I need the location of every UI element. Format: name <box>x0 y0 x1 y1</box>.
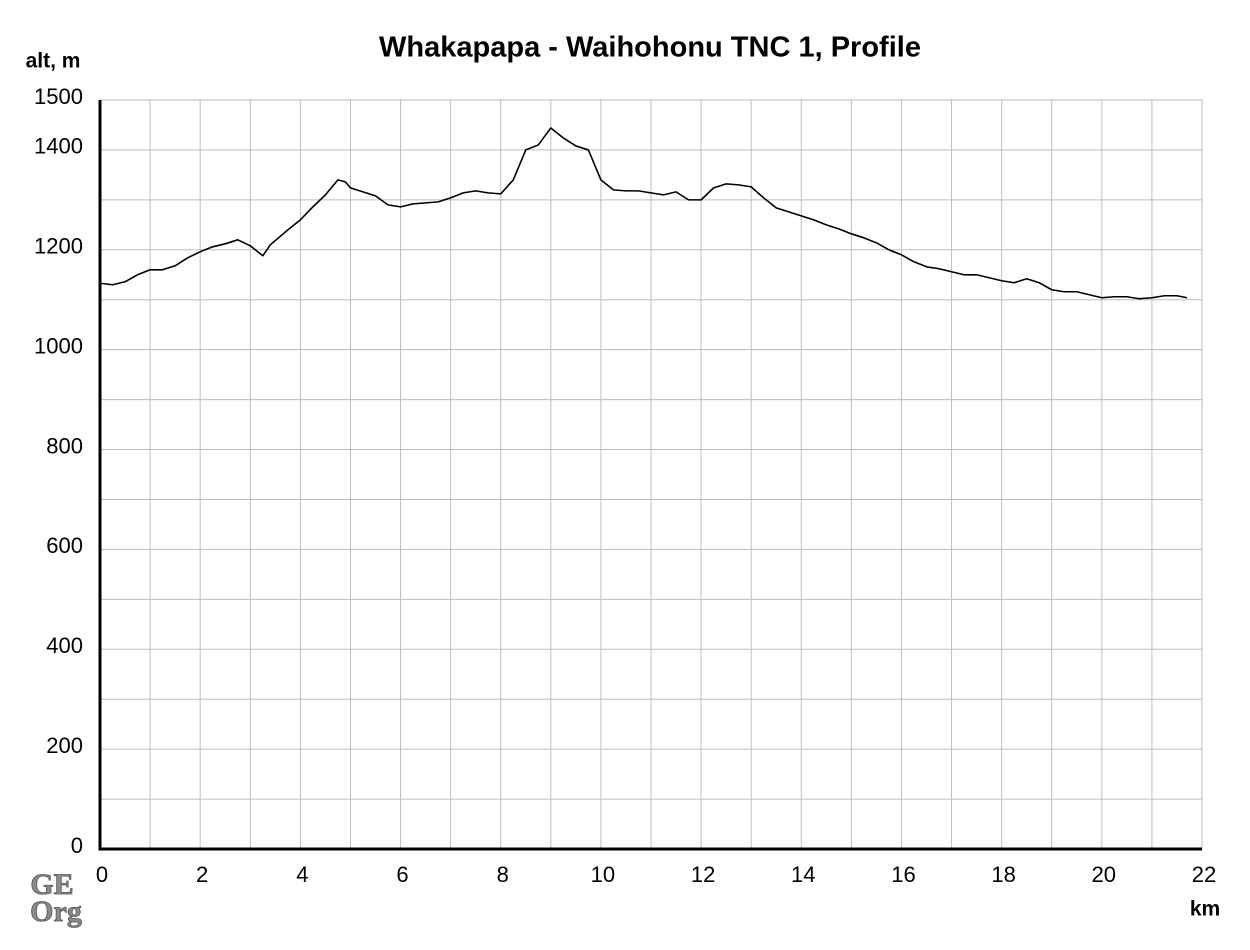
x-tick-label: 18 <box>991 862 1015 887</box>
y-tick-label: 600 <box>46 533 83 558</box>
y-axis-label: alt, m <box>26 50 81 73</box>
profile-line <box>99 127 1188 300</box>
y-tick-label: 0 <box>71 833 83 858</box>
x-tick-label: 20 <box>1092 862 1116 887</box>
x-axis-label: km <box>1190 898 1220 921</box>
x-tick-label: 22 <box>1192 862 1216 887</box>
watermark: GE <box>30 868 73 901</box>
x-tick-label: 0 <box>96 862 108 887</box>
y-tick-label: 1500 <box>34 84 83 109</box>
y-tick-label: 800 <box>46 433 83 458</box>
x-tick-label: 12 <box>691 862 715 887</box>
x-tick-label: 2 <box>196 862 208 887</box>
x-tick-label: 6 <box>396 862 408 887</box>
y-tick-label: 1400 <box>34 134 83 159</box>
x-tick-label: 14 <box>791 862 815 887</box>
y-tick-label: 1000 <box>34 333 83 358</box>
y-tick-label: 200 <box>46 733 83 758</box>
x-tick-label: 10 <box>591 862 615 887</box>
x-tick-label: 8 <box>497 862 509 887</box>
watermark: Org <box>30 895 82 928</box>
y-tick-label: 400 <box>46 633 83 658</box>
x-tick-label: 4 <box>296 862 308 887</box>
chart-title: Whakapapa - Waihohonu TNC 1, Profile <box>379 32 921 64</box>
y-tick-label: 1200 <box>34 234 83 259</box>
x-tick-label: 16 <box>891 862 915 887</box>
